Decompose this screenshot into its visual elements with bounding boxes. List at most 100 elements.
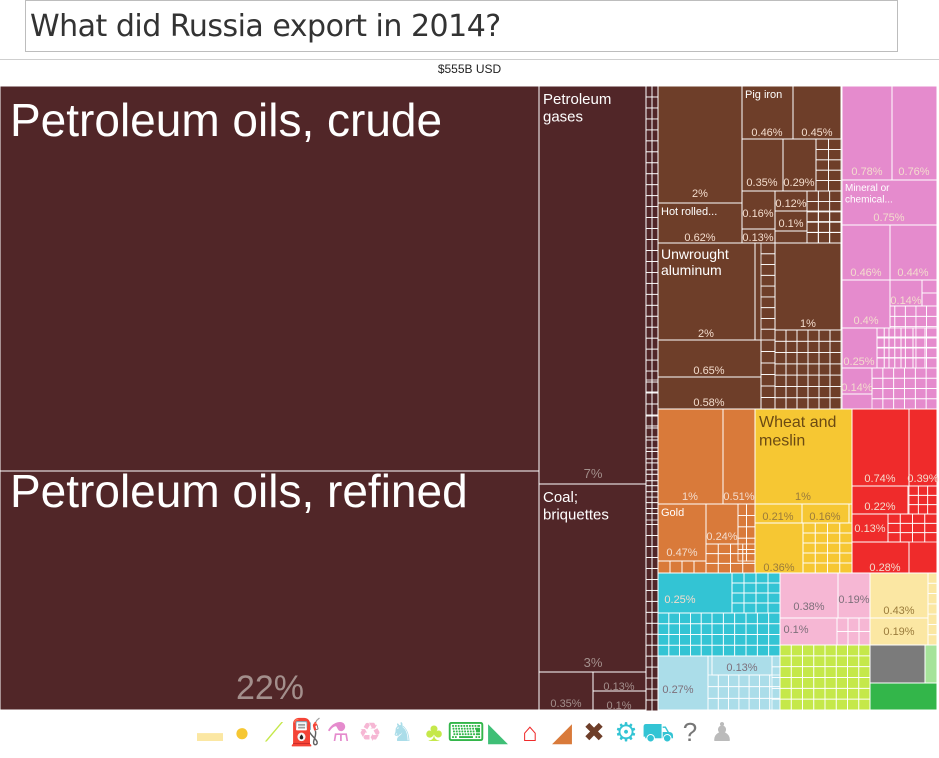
treemap-cell[interactable] bbox=[891, 85, 938, 181]
miscellaneous-icon[interactable]: ♟ bbox=[710, 717, 734, 747]
cell-value: 0.19% bbox=[838, 594, 869, 606]
cell-value: 2% bbox=[692, 188, 708, 200]
cell-value: 0.24% bbox=[706, 531, 737, 543]
cell-label: Petroleum oils, crude bbox=[10, 94, 442, 146]
cell-value: 0.13% bbox=[854, 523, 885, 535]
cell-value: 0.39% bbox=[907, 473, 938, 485]
cell-value: 0.25% bbox=[664, 594, 695, 606]
cell-label: Mineral or chemical... bbox=[845, 183, 893, 206]
cell-value: 0.27% bbox=[662, 684, 693, 696]
treemap-cell[interactable] bbox=[851, 541, 910, 574]
treemap-cell[interactable] bbox=[801, 503, 850, 524]
treemap-cell[interactable] bbox=[779, 572, 839, 619]
treemap-cell[interactable] bbox=[851, 485, 909, 515]
cell-value: 0.38% bbox=[793, 601, 824, 613]
category-block bbox=[869, 644, 926, 684]
treemap-cell[interactable] bbox=[869, 617, 929, 646]
treemap-cell[interactable] bbox=[741, 138, 784, 192]
treemap-cell[interactable] bbox=[837, 572, 871, 619]
treemap-cell[interactable] bbox=[779, 617, 838, 646]
category-block bbox=[924, 644, 938, 684]
cell-label: Unwrought aluminum bbox=[661, 246, 729, 278]
treemap-cell[interactable] bbox=[538, 483, 647, 673]
treemap-cell[interactable] bbox=[889, 279, 923, 307]
treemap-cell[interactable] bbox=[657, 408, 724, 505]
cell-value: 0.75% bbox=[873, 212, 904, 224]
treemap-cell[interactable] bbox=[0, 85, 540, 472]
treemap-cell[interactable] bbox=[754, 408, 853, 505]
page-title: What did Russia export in 2014? bbox=[30, 9, 501, 44]
transportation-icon[interactable]: ⛟ bbox=[641, 717, 675, 747]
cell-value: 0.43% bbox=[883, 605, 914, 617]
treemap-cell[interactable] bbox=[538, 85, 647, 485]
category-block bbox=[869, 682, 938, 711]
treemap-cell[interactable] bbox=[851, 513, 889, 543]
treemap-cell[interactable] bbox=[774, 242, 842, 331]
treemap-cell[interactable] bbox=[741, 228, 776, 244]
treemap-cell[interactable] bbox=[657, 85, 743, 204]
treemap-cell[interactable] bbox=[722, 408, 756, 505]
cell-value: 0.22% bbox=[864, 501, 895, 513]
treemap-cell[interactable] bbox=[657, 242, 756, 341]
machines-icon[interactable]: ⚙ bbox=[614, 717, 638, 747]
cell-label: Coal; briquettes bbox=[543, 489, 609, 523]
treemap-cell[interactable] bbox=[851, 408, 910, 487]
treemap-cell[interactable] bbox=[705, 503, 739, 545]
cell-value: 0.21% bbox=[762, 511, 793, 523]
animal-products-icon[interactable]: ▬ bbox=[197, 717, 223, 747]
cell-label: Wheat and meslin bbox=[759, 414, 836, 449]
vegetable-products-icon[interactable]: ● bbox=[234, 717, 250, 747]
cell-value: 0.29% bbox=[783, 177, 814, 189]
treemap-cell[interactable] bbox=[657, 339, 762, 378]
cell-value: 0.78% bbox=[851, 166, 882, 178]
treemap-cell[interactable] bbox=[657, 503, 707, 562]
cell-value: 1% bbox=[800, 318, 816, 330]
treemap-cell[interactable] bbox=[657, 572, 733, 614]
treemap-cell[interactable] bbox=[774, 210, 808, 232]
treemap-cell[interactable] bbox=[754, 522, 804, 574]
mineral-products-icon[interactable]: ⛽ bbox=[289, 717, 323, 747]
treemap-cell[interactable] bbox=[741, 190, 776, 230]
cell-value: 0.1% bbox=[778, 218, 803, 230]
treemap-cell[interactable] bbox=[741, 85, 794, 140]
treemap-cell[interactable] bbox=[657, 655, 709, 711]
cell-label: Petroleum oils, refined bbox=[10, 465, 468, 517]
chemical-products-icon[interactable]: ⚗ bbox=[326, 717, 350, 747]
cell-value: 0.13% bbox=[726, 662, 757, 674]
animal-hides-icon[interactable]: ♞ bbox=[390, 717, 414, 747]
cell-label: Pig iron bbox=[745, 89, 782, 101]
cell-value: 0.4% bbox=[853, 315, 878, 327]
textiles-icon[interactable]: ⌨ bbox=[447, 717, 485, 747]
treemap-cell[interactable] bbox=[0, 470, 540, 711]
cell-value: 1% bbox=[795, 491, 811, 503]
title-box: What did Russia export in 2014? bbox=[25, 0, 898, 52]
treemap-cell[interactable] bbox=[592, 690, 647, 711]
treemap-cell[interactable] bbox=[711, 655, 773, 676]
plastics-rubbers-icon[interactable]: ♻ bbox=[358, 717, 382, 747]
subdivision-cells bbox=[815, 138, 842, 192]
treemap-cell[interactable] bbox=[792, 85, 842, 140]
cell-value: 0.1% bbox=[783, 624, 808, 636]
treemap-cell[interactable] bbox=[841, 367, 873, 395]
foodstuffs-icon[interactable]: ⟋ bbox=[264, 717, 284, 747]
cell-value: 0.28% bbox=[869, 562, 900, 574]
metals-icon[interactable]: ◢ bbox=[552, 717, 572, 747]
treemap-cell[interactable] bbox=[841, 279, 891, 329]
treemap-cell[interactable] bbox=[841, 85, 893, 181]
subdivision-cells bbox=[876, 327, 938, 369]
total-value: $555B USD bbox=[437, 62, 502, 76]
cell-value: 0.16% bbox=[742, 208, 773, 220]
footwear-icon[interactable]: ◣ bbox=[488, 717, 508, 747]
instruments-icon[interactable]: ? bbox=[682, 717, 698, 747]
cell-value: 0.16% bbox=[809, 511, 840, 523]
stone-glass-icon[interactable]: ⌂ bbox=[522, 717, 538, 747]
cell-label: Petroleum gases bbox=[543, 91, 611, 125]
cell-value: 0.47% bbox=[666, 547, 697, 559]
treemap-cell[interactable] bbox=[908, 408, 938, 487]
cell-value: 0.12% bbox=[775, 198, 806, 210]
precious-metals-icon[interactable]: ✖ bbox=[583, 717, 605, 747]
treemap-cell[interactable] bbox=[869, 572, 929, 619]
treemap-cell[interactable] bbox=[841, 179, 938, 226]
wood-products-icon[interactable]: ♣ bbox=[425, 717, 443, 747]
cell-value: 0.58% bbox=[693, 397, 724, 409]
